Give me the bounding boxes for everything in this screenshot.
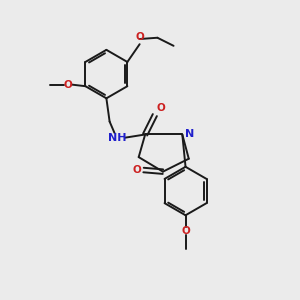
Text: O: O xyxy=(157,103,165,113)
Text: O: O xyxy=(135,32,144,42)
Text: NH: NH xyxy=(108,133,127,143)
Text: O: O xyxy=(133,165,142,175)
Text: O: O xyxy=(63,80,72,90)
Text: O: O xyxy=(181,226,190,236)
Text: N: N xyxy=(185,130,194,140)
